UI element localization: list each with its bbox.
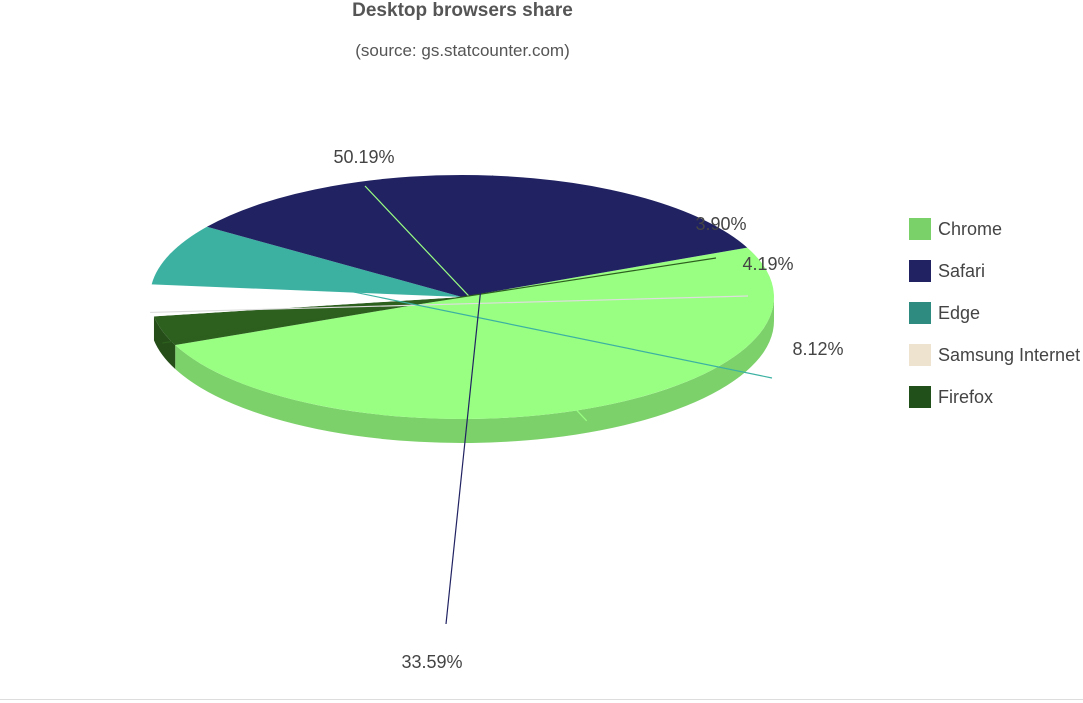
- legend: Chrome Safari Edge Samsung Internet Firefox: [909, 208, 1080, 418]
- legend-label: Samsung Internet: [938, 344, 1081, 365]
- data-label-firefox: 3.90%: [695, 214, 746, 234]
- legend-item-edge[interactable]: Edge: [909, 292, 1080, 334]
- leader-line-samsung-internet: [150, 295, 749, 314]
- legend-swatch: [909, 218, 931, 240]
- pie-slice-samsung-internet[interactable]: [149, 284, 462, 317]
- legend-item-firefox[interactable]: Firefox: [909, 376, 1080, 418]
- leader-line-firefox: [162, 257, 717, 344]
- chart-title: Desktop browsers share: [352, 0, 573, 21]
- pie-slice-edge[interactable]: [151, 226, 462, 297]
- legend-item-samsung-internet[interactable]: Samsung Internet: [909, 334, 1080, 376]
- data-label-chrome: 50.19%: [333, 147, 394, 167]
- legend-swatch: [909, 386, 931, 408]
- legend-swatch: [909, 302, 931, 324]
- legend-label: Safari: [938, 260, 986, 281]
- pie-side-chrome: [175, 297, 774, 443]
- legend-swatch: [909, 344, 931, 366]
- legend-label: Edge: [938, 302, 981, 323]
- legend-item-safari[interactable]: Safari: [909, 250, 1080, 292]
- data-label-samsung-internet: 4.19%: [742, 254, 793, 274]
- legend-label: Firefox: [938, 386, 994, 407]
- leader-line-edge: [169, 253, 773, 379]
- legend-swatch: [909, 260, 931, 282]
- leader-line-safari: [445, 175, 494, 625]
- data-label-edge: 8.12%: [792, 339, 843, 359]
- bottom-divider: [0, 699, 1083, 700]
- data-label-safari: 33.59%: [401, 652, 462, 672]
- pie-slice-chrome[interactable]: [175, 247, 774, 419]
- pie-slice-safari[interactable]: [206, 174, 748, 297]
- legend-label: Chrome: [938, 218, 1003, 239]
- legend-item-chrome[interactable]: Chrome: [909, 208, 1080, 250]
- chart-subtitle: (source: gs.statcounter.com): [355, 41, 570, 60]
